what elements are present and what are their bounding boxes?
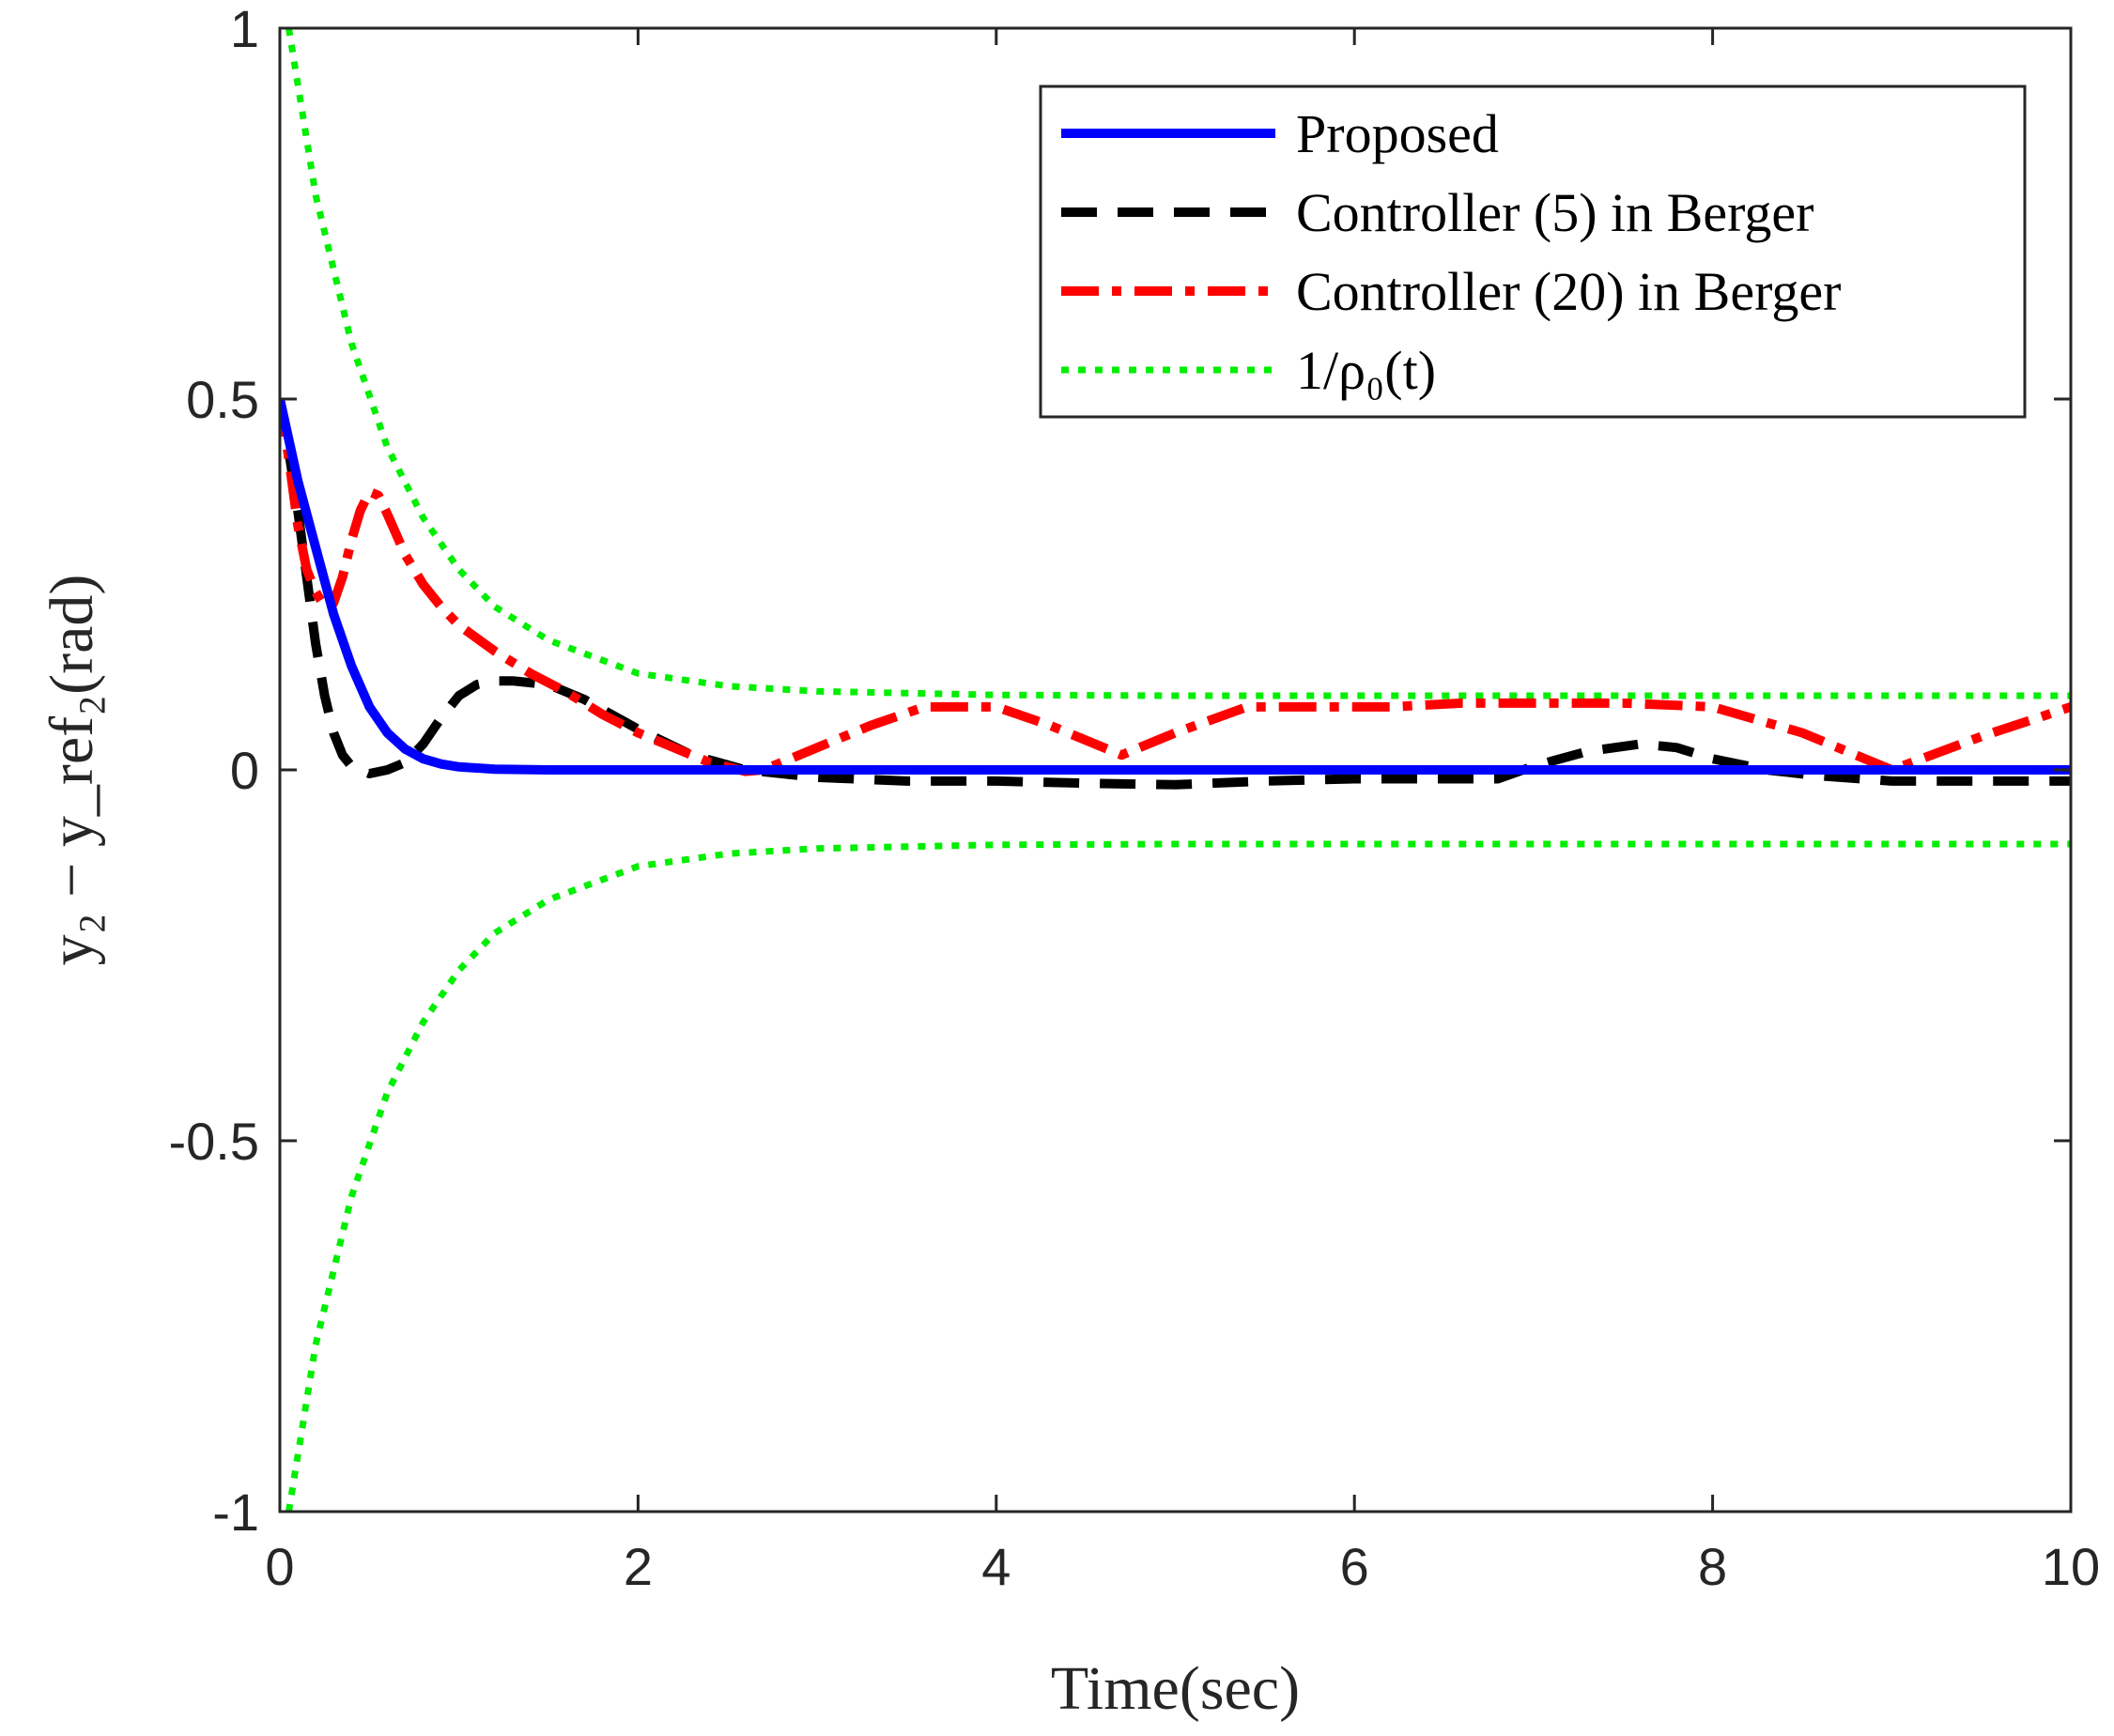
legend-box [1039,84,2027,419]
y-tick-label: 0.5 [186,370,259,429]
legend: Proposed Controller (5) in Berger Contro… [1039,84,2027,419]
x-tick-label: 6 [1340,1537,1369,1596]
y-axis-title: y₂ − y_ref₂(rad) [38,575,106,966]
legend-label-rho-bound: 1/ρ₀(t) [1296,340,1436,401]
x-tick-label: 0 [265,1537,294,1596]
series-line-controller-20-in-berger [280,398,2071,776]
x-axis-title: Time(sec) [1051,1654,1300,1723]
x-tick-label: 8 [1698,1537,1727,1596]
legend-label-proposed: Proposed [1296,103,1499,164]
x-tick-label: 10 [2042,1537,2100,1596]
x-tick-label: 4 [981,1537,1011,1596]
y-tick-label: 1 [230,0,259,58]
series-line-proposed [280,397,2071,775]
legend-label-controller-20: Controller (20) in Berger [1296,261,1841,322]
y-tick-label: 0 [230,741,259,800]
legend-label-controller-5: Controller (5) in Berger [1296,182,1813,243]
x-tick-label: 2 [624,1537,653,1596]
y-tick-label: -0.5 [169,1112,260,1171]
ticks-layer: 0 2 4 6 8 10 -1 -0.5 0 0.5 1 [169,0,2101,1596]
series-line-1-t [285,28,2071,699]
y-tick-label: -1 [212,1483,259,1542]
series-layer [280,28,2071,1512]
series-line-1-t-lower [285,840,2071,1512]
